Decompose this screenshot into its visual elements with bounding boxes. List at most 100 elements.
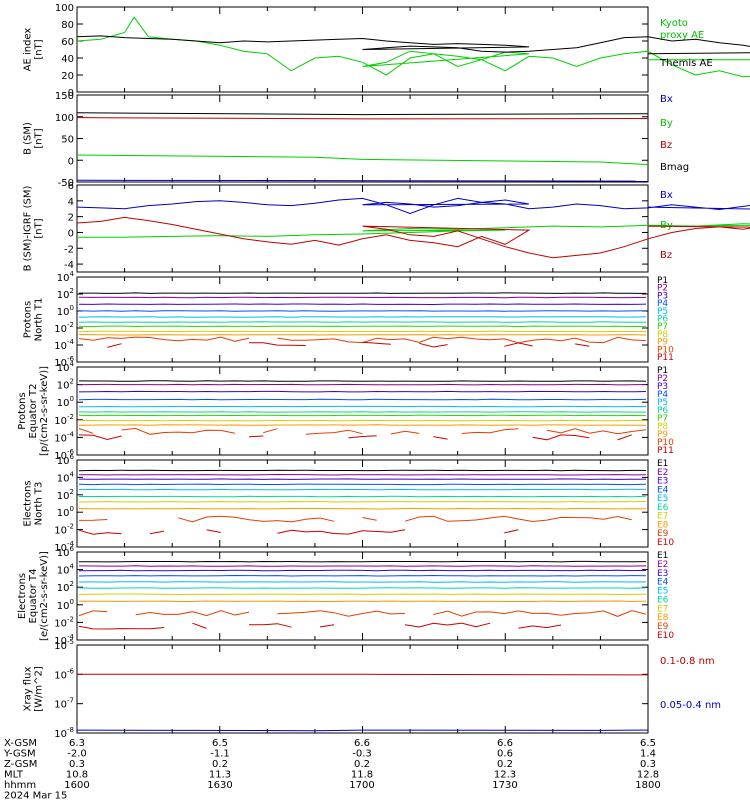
y-tick-exponent: 0 bbox=[70, 598, 74, 606]
y-tick-exponent: 0 bbox=[70, 304, 74, 312]
legend-label-line: Bx bbox=[660, 190, 673, 201]
ephemeris-row-label: hhmm bbox=[4, 780, 36, 791]
y-tick-label: 100 bbox=[57, 505, 74, 519]
y-tick-label: 106 bbox=[57, 453, 75, 467]
y-tick-exponent: -6 bbox=[67, 448, 75, 456]
channel-line bbox=[78, 565, 647, 567]
ephemeris-row-label: Z-GSM bbox=[4, 759, 37, 770]
y-axis-label-line: Equator T4 bbox=[28, 569, 39, 624]
channel-label: E5 bbox=[657, 494, 668, 504]
channel-line bbox=[433, 610, 647, 617]
channel-line bbox=[78, 488, 647, 491]
channel-label: E1 bbox=[657, 459, 668, 469]
y-axis-label-line: B (SM) bbox=[23, 122, 34, 155]
y-tick-label: 104 bbox=[57, 563, 75, 577]
legend-label: 0.1-0.8 nm bbox=[660, 656, 715, 667]
legend-label: Bx bbox=[660, 94, 673, 105]
legend-label: Bmag bbox=[660, 162, 689, 173]
channel-label: P9 bbox=[657, 430, 668, 440]
y-tick-label: 0 bbox=[68, 156, 74, 167]
channel-line bbox=[277, 610, 406, 617]
channel-line bbox=[78, 424, 646, 426]
series-line-bx bbox=[76, 197, 750, 215]
y-tick-label: 2 bbox=[68, 213, 74, 224]
channel-line bbox=[546, 428, 647, 435]
channel-line bbox=[362, 517, 377, 521]
y-tick-exponent: 4 bbox=[70, 270, 75, 278]
channel-label: E7 bbox=[657, 512, 668, 522]
channel-label: P10 bbox=[657, 345, 674, 355]
panel-bsm: -50 0 50 100 150 B (SM)[nT] Bx By Bz Bmag bbox=[23, 91, 690, 189]
channel-label: P7 bbox=[657, 414, 668, 424]
y-tick-label: -4 bbox=[64, 260, 74, 271]
channel-line bbox=[121, 427, 236, 435]
channel-label: P11 bbox=[657, 446, 674, 456]
channel-line bbox=[192, 622, 207, 629]
y-tick-label: 10-2 bbox=[54, 321, 74, 335]
y-tick-exponent: 4 bbox=[70, 360, 75, 368]
channel-label: P4 bbox=[657, 390, 668, 400]
channel-line bbox=[78, 296, 647, 299]
channel-line bbox=[78, 610, 108, 617]
channel-line bbox=[348, 435, 377, 439]
channel-line bbox=[419, 342, 448, 348]
y-axis-label-line: [e/(cm2-s-sr-keV)] bbox=[39, 551, 50, 641]
channel-line bbox=[504, 529, 519, 534]
y-tick-label: 10-6 bbox=[54, 667, 74, 681]
channel-line bbox=[78, 529, 122, 535]
ephemeris-value: 10.8 bbox=[66, 770, 88, 781]
y-axis-label-line: [nT] bbox=[34, 128, 45, 148]
channel-label: P1 bbox=[657, 276, 668, 286]
ephemeris-row-label: MLT bbox=[4, 770, 24, 781]
series-line-0.1-0.8-nm bbox=[77, 673, 649, 676]
series-line-themis-ae bbox=[76, 35, 750, 55]
panel-frame bbox=[76, 644, 649, 734]
y-tick-exponent: 2 bbox=[70, 287, 74, 295]
channel-label: P8 bbox=[657, 330, 668, 340]
y-axis-label: ElectronsNorth T3 bbox=[23, 480, 45, 526]
channel-label: E7 bbox=[657, 604, 668, 614]
channel-line bbox=[78, 581, 647, 583]
channel-line bbox=[79, 495, 647, 498]
y-tick-exponent: -7 bbox=[67, 697, 74, 705]
legend-label-line: Bmag bbox=[660, 162, 689, 173]
y-tick-exponent: 6 bbox=[70, 453, 75, 461]
y-tick-label: 10-4 bbox=[54, 338, 74, 352]
y-tick-label: 104 bbox=[57, 470, 75, 484]
channel-label: E9 bbox=[657, 622, 669, 632]
y-tick-label: 106 bbox=[57, 545, 75, 559]
ephemeris-value: 0.2 bbox=[497, 759, 513, 770]
panel-bigrf: -4 -2 0 2 4 6 B (SM)-IGRF (SM)[nT] Bx By Bz bbox=[23, 181, 750, 273]
channel-line bbox=[461, 428, 519, 434]
channel-label: E9 bbox=[657, 529, 669, 539]
y-axis-label-line: North T3 bbox=[34, 482, 45, 526]
channel-line bbox=[149, 530, 165, 535]
y-tick-label: 100 bbox=[55, 3, 74, 14]
channel-line bbox=[206, 529, 221, 533]
channel-line bbox=[78, 574, 647, 577]
y-tick-exponent: -4 bbox=[67, 540, 75, 548]
y-tick-exponent: 4 bbox=[70, 563, 75, 571]
channel-line bbox=[305, 429, 363, 435]
channel-line bbox=[79, 419, 647, 422]
ephemeris-value: 12.8 bbox=[637, 770, 659, 781]
channel-line bbox=[78, 434, 122, 441]
y-axis-label: Xray flux[W/m^2] bbox=[23, 666, 45, 712]
series-line-bz bbox=[76, 117, 649, 120]
legend-label: Bx bbox=[660, 190, 673, 201]
channel-line bbox=[78, 473, 647, 476]
y-tick-exponent: -5 bbox=[67, 638, 74, 646]
y-tick-exponent: 2 bbox=[70, 488, 74, 496]
panel-frame bbox=[76, 276, 649, 363]
y-tick-exponent: 0 bbox=[70, 505, 74, 513]
ephemeris-value: 0.2 bbox=[354, 759, 370, 770]
legend-label: Bz bbox=[660, 250, 672, 261]
channel-label: P10 bbox=[657, 438, 674, 448]
ephemeris-value: 11.3 bbox=[209, 770, 231, 781]
ephemeris-value: 1630 bbox=[207, 780, 232, 791]
y-tick-label: 150 bbox=[55, 91, 74, 102]
